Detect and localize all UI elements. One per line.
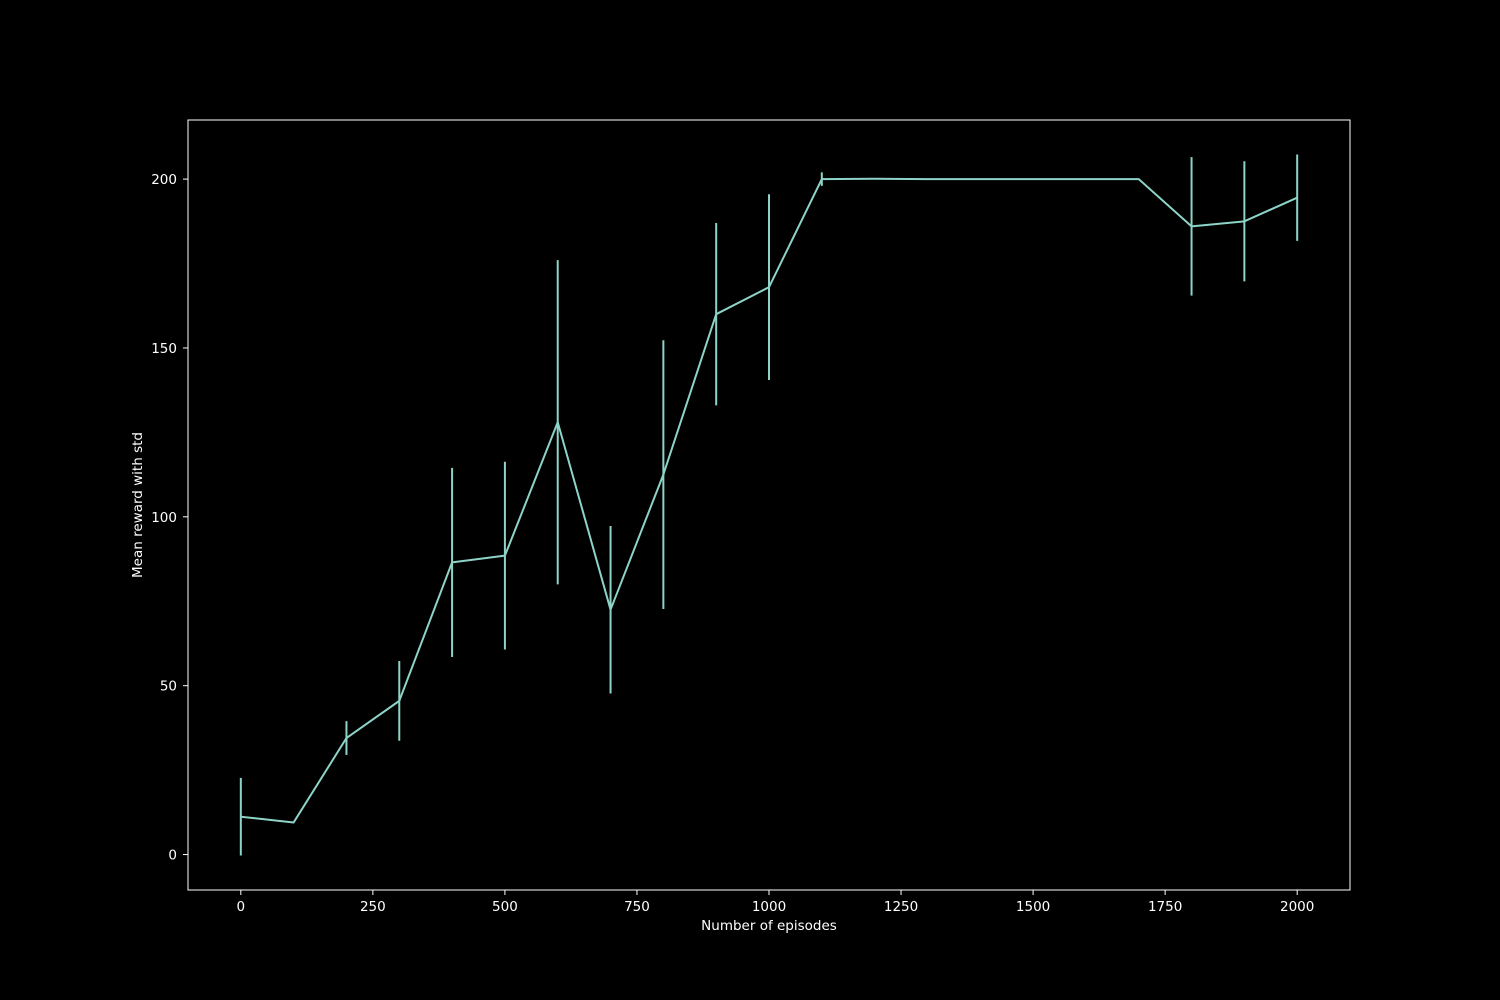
x-tick-label: 750 <box>624 899 650 915</box>
y-tick-label: 200 <box>151 172 177 188</box>
y-tick-label: 150 <box>151 341 177 357</box>
x-tick-label: 2000 <box>1280 899 1314 915</box>
x-axis-label: Number of episodes <box>701 918 837 934</box>
x-tick-label: 500 <box>492 899 518 915</box>
x-tick-label: 250 <box>360 899 386 915</box>
y-axis-ticks: 0 50 100 150 200 <box>151 172 188 864</box>
y-tick-label: 100 <box>151 510 177 526</box>
y-tick-label: 50 <box>160 679 177 695</box>
y-tick-label: 0 <box>168 848 177 864</box>
x-axis-ticks: 0 250 500 750 1000 1250 1500 1750 2000 <box>237 890 1314 915</box>
x-tick-label: 1000 <box>752 899 786 915</box>
x-tick-label: 1500 <box>1016 899 1050 915</box>
x-tick-label: 0 <box>237 899 246 915</box>
series-layer <box>239 154 1299 856</box>
y-axis-label: Mean reward with std <box>130 432 146 578</box>
x-tick-label: 1750 <box>1148 899 1182 915</box>
x-tick-label: 1250 <box>884 899 918 915</box>
